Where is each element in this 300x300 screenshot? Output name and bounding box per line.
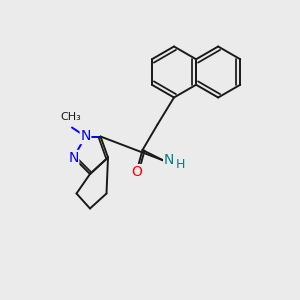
Text: O: O: [132, 165, 142, 178]
Text: CH₃: CH₃: [60, 112, 81, 122]
Text: N: N: [164, 153, 174, 167]
Text: H: H: [176, 158, 185, 171]
Text: N: N: [68, 151, 79, 164]
Text: N: N: [80, 130, 91, 143]
